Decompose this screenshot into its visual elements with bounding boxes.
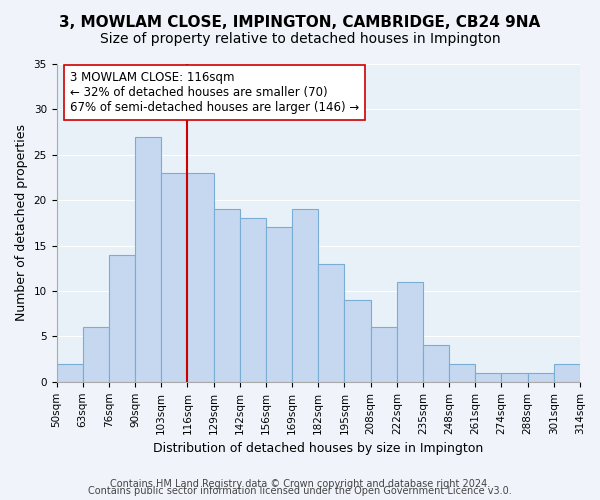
Bar — [344, 300, 371, 382]
Bar — [187, 173, 214, 382]
Bar — [56, 364, 83, 382]
Bar — [109, 254, 135, 382]
Bar — [502, 372, 527, 382]
Bar — [554, 364, 580, 382]
Bar — [318, 264, 344, 382]
Bar — [527, 372, 554, 382]
Bar — [240, 218, 266, 382]
Text: 3 MOWLAM CLOSE: 116sqm
← 32% of detached houses are smaller (70)
67% of semi-det: 3 MOWLAM CLOSE: 116sqm ← 32% of detached… — [70, 72, 359, 114]
Bar — [423, 346, 449, 382]
X-axis label: Distribution of detached houses by size in Impington: Distribution of detached houses by size … — [153, 442, 484, 455]
Y-axis label: Number of detached properties: Number of detached properties — [15, 124, 28, 322]
Text: Contains public sector information licensed under the Open Government Licence v3: Contains public sector information licen… — [88, 486, 512, 496]
Bar — [83, 328, 109, 382]
Bar — [475, 372, 502, 382]
Bar — [161, 173, 187, 382]
Text: Size of property relative to detached houses in Impington: Size of property relative to detached ho… — [100, 32, 500, 46]
Text: Contains HM Land Registry data © Crown copyright and database right 2024.: Contains HM Land Registry data © Crown c… — [110, 479, 490, 489]
Bar — [371, 328, 397, 382]
Bar — [266, 228, 292, 382]
Bar — [135, 136, 161, 382]
Bar — [449, 364, 475, 382]
Bar — [397, 282, 423, 382]
Bar — [292, 210, 318, 382]
Bar — [214, 210, 240, 382]
Text: 3, MOWLAM CLOSE, IMPINGTON, CAMBRIDGE, CB24 9NA: 3, MOWLAM CLOSE, IMPINGTON, CAMBRIDGE, C… — [59, 15, 541, 30]
